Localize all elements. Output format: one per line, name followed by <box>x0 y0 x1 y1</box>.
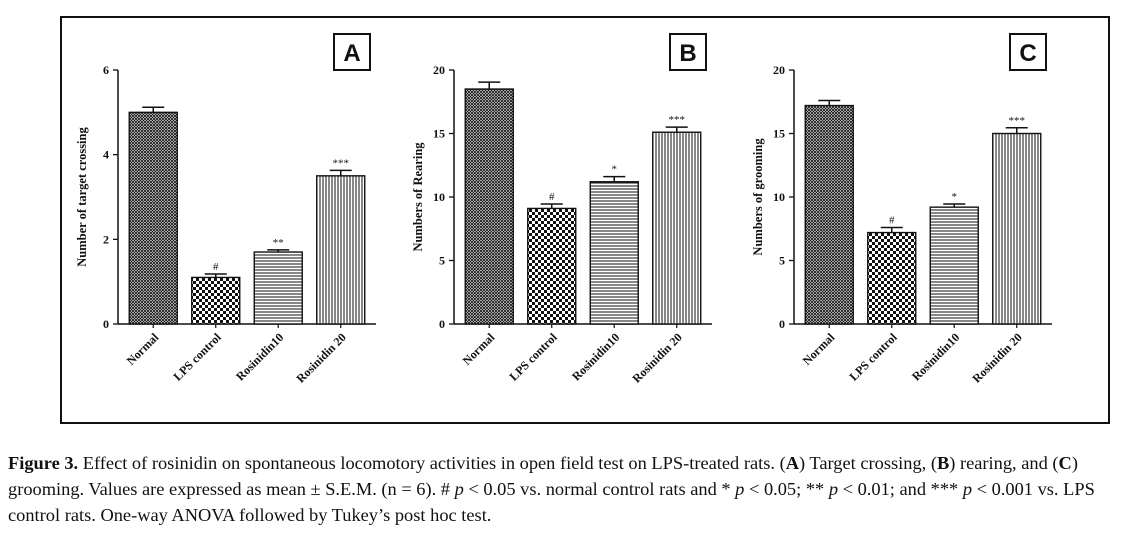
caption-p: p <box>454 479 464 499</box>
y-tick-label: 5 <box>779 254 785 268</box>
panel-label-box <box>1009 33 1047 71</box>
y-tick-label: 10 <box>773 190 785 204</box>
chart-panel-a: A 0 2 4 6 Number of target crossing Normal # LPS… <box>75 33 376 386</box>
panel-label: B <box>679 40 696 67</box>
bar <box>527 207 577 325</box>
y-tick-label: 6 <box>103 63 109 77</box>
caption-text: Effect of rosinidin on spontaneous locom… <box>78 453 786 473</box>
bar <box>316 175 366 325</box>
bar <box>992 132 1042 325</box>
y-tick-label: 20 <box>433 63 445 77</box>
y-tick-label: 2 <box>103 232 109 246</box>
y-axis-label: Numbers of Rearing <box>411 142 425 252</box>
x-tick-label: Rosinidin10 <box>569 330 622 383</box>
chart-panel-b: B 0 5 10 15 20 Numbers of Rearing Normal # LPS co… <box>411 33 712 386</box>
caption-text: ) rearing, and ( <box>949 453 1059 473</box>
x-tick-label: Normal <box>124 330 162 368</box>
x-tick-label: Rosinidin10 <box>909 330 962 383</box>
significance-mark: # <box>889 214 895 226</box>
bar <box>128 111 178 325</box>
y-tick-label: 0 <box>779 317 785 331</box>
y-axis-label: Number of target crossing <box>75 127 89 267</box>
caption-p: p <box>962 479 973 499</box>
significance-mark: * <box>952 191 958 203</box>
significance-mark: *** <box>669 114 686 126</box>
significance-mark: ** <box>273 237 284 249</box>
caption-label-b: B <box>936 453 950 473</box>
panel-label: A <box>343 40 360 67</box>
bar <box>589 181 639 325</box>
bar <box>652 131 702 325</box>
y-tick-label: 15 <box>433 127 445 141</box>
panel-label-box <box>669 33 707 71</box>
caption-text: ) Target crossing, ( <box>798 453 937 473</box>
y-axis-label: Numbers of grooming <box>751 138 765 256</box>
chart-panel-c: C 0 5 10 15 20 Numbers of grooming Normal # LPS c… <box>751 33 1052 386</box>
figure-caption: Figure 3. Effect of rosinidin on spontan… <box>8 450 1130 528</box>
panel-label-box <box>333 33 371 71</box>
y-tick-label: 0 <box>439 317 445 331</box>
x-tick-label: Normal <box>800 330 838 368</box>
bar <box>253 251 303 325</box>
bar <box>929 206 979 325</box>
x-tick-label: LPS control <box>171 330 225 384</box>
caption-title: Figure 3. <box>8 453 79 473</box>
x-tick-label: Rosinidin 20 <box>293 330 348 385</box>
caption-p: p <box>828 479 839 499</box>
bar <box>867 231 917 325</box>
significance-mark: # <box>213 261 219 273</box>
x-tick-label: Rosinidin10 <box>233 330 286 383</box>
bar <box>804 104 854 325</box>
significance-mark: *** <box>1009 115 1026 127</box>
caption-text: < 0.05 vs. normal control rats and * <box>463 479 736 499</box>
figure-frame <box>60 16 1110 424</box>
significance-mark: * <box>612 164 618 176</box>
caption-label-a: A <box>785 453 799 473</box>
significance-mark: *** <box>333 157 350 169</box>
x-tick-label: Normal <box>460 330 498 368</box>
caption-label-c: C <box>1058 453 1072 473</box>
y-tick-label: 4 <box>103 148 109 162</box>
significance-mark: # <box>549 191 555 203</box>
x-tick-label: LPS control <box>847 330 901 384</box>
y-tick-label: 20 <box>773 63 785 77</box>
bar <box>464 88 514 325</box>
y-tick-label: 0 <box>103 317 109 331</box>
caption-p: p <box>735 479 745 499</box>
y-tick-label: 15 <box>773 127 785 141</box>
caption-text: < 0.01; and *** <box>838 479 963 499</box>
y-tick-label: 5 <box>439 254 445 268</box>
x-tick-label: Rosinidin 20 <box>969 330 1024 385</box>
caption-text: ) grooming. Values are expressed as mean… <box>8 453 1078 499</box>
y-tick-label: 10 <box>433 190 445 204</box>
bar <box>191 276 241 325</box>
panel-label: C <box>1019 40 1036 67</box>
caption-text: < 0.001 vs. LPS control rats. One-way AN… <box>8 479 1095 525</box>
x-tick-label: LPS control <box>507 330 561 384</box>
caption-text: < 0.05; ** <box>744 479 829 499</box>
x-tick-label: Rosinidin 20 <box>629 330 684 385</box>
